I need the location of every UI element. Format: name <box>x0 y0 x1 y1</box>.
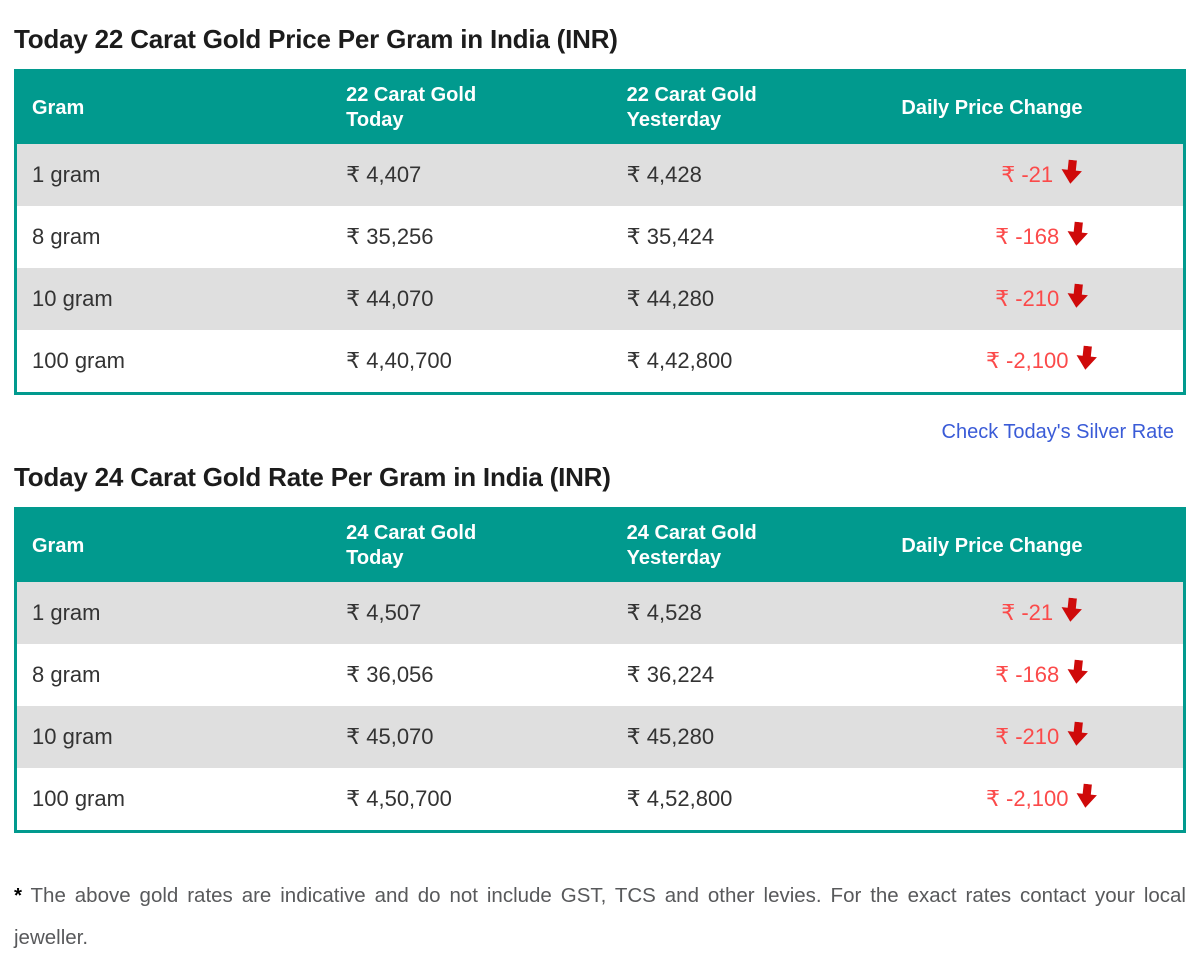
gold22-table: Gram 22 Carat Gold Today 22 Carat Gold Y… <box>14 69 1186 395</box>
section-24-carat: Today 24 Carat Gold Rate Per Gram in Ind… <box>14 462 1186 833</box>
today-price-cell: ₹ 45,070 <box>331 706 612 768</box>
gold24-title: Today 24 Carat Gold Rate Per Gram in Ind… <box>14 462 611 492</box>
yesterday-price-cell: ₹ 4,42,800 <box>611 330 887 394</box>
gold22-title: Today 22 Carat Gold Price Per Gram in In… <box>14 24 618 54</box>
today-price-cell: ₹ 36,056 <box>331 644 612 706</box>
gram-cell: 10 gram <box>15 706 332 768</box>
gram-cell: 8 gram <box>15 644 332 706</box>
price-down-icon <box>1067 221 1089 246</box>
price-down-icon <box>1067 659 1089 684</box>
header-gram: Gram <box>15 508 332 582</box>
price-change-cell: ₹ -2,100 <box>886 768 1185 832</box>
today-price-cell: ₹ 35,256 <box>331 206 612 268</box>
header-22-yesterday: 22 Carat Gold Yesterday <box>611 70 887 144</box>
note-asterisk: * <box>14 884 22 907</box>
yesterday-price-cell: ₹ 36,224 <box>611 644 887 706</box>
header-gram: Gram <box>15 70 332 144</box>
price-change-cell: ₹ -2,100 <box>886 330 1185 394</box>
section-22-carat: Today 22 Carat Gold Price Per Gram in In… <box>14 24 1186 395</box>
yesterday-price-cell: ₹ 45,280 <box>611 706 887 768</box>
price-change-cell: ₹ -210 <box>886 706 1185 768</box>
yesterday-price-cell: ₹ 44,280 <box>611 268 887 330</box>
price-down-icon <box>1061 597 1083 622</box>
table-row: 8 gram ₹ 35,256 ₹ 35,424 ₹ -168 <box>15 206 1185 268</box>
today-price-cell: ₹ 44,070 <box>331 268 612 330</box>
table-row: 1 gram ₹ 4,507 ₹ 4,528 ₹ -21 <box>15 582 1185 644</box>
price-down-icon <box>1067 721 1089 746</box>
header-24-today: 24 Carat Gold Today <box>331 508 612 582</box>
gram-cell: 10 gram <box>15 268 332 330</box>
gram-cell: 8 gram <box>15 206 332 268</box>
price-change-cell: ₹ -168 <box>886 644 1185 706</box>
price-change-cell: ₹ -21 <box>886 144 1185 206</box>
gram-cell: 100 gram <box>15 768 332 832</box>
table-row: 8 gram ₹ 36,056 ₹ 36,224 ₹ -168 <box>15 644 1185 706</box>
today-price-cell: ₹ 4,50,700 <box>331 768 612 832</box>
silver-rate-link[interactable]: Check Today's Silver Rate <box>941 421 1174 443</box>
table-row: 10 gram ₹ 44,070 ₹ 44,280 ₹ -210 <box>15 268 1185 330</box>
today-price-cell: ₹ 4,407 <box>331 144 612 206</box>
price-change-cell: ₹ -21 <box>886 582 1185 644</box>
price-change-cell: ₹ -210 <box>886 268 1185 330</box>
table-row: 100 gram ₹ 4,40,700 ₹ 4,42,800 ₹ -2,100 <box>15 330 1185 394</box>
disclaimer-note: * The above gold rates are indicative an… <box>14 875 1186 959</box>
price-down-icon <box>1077 345 1098 370</box>
price-down-icon <box>1061 159 1083 184</box>
header-daily-price-change: Daily Price Change <box>886 508 1185 582</box>
note-text: The above gold rates are indicative and … <box>14 884 1186 950</box>
yesterday-price-cell: ₹ 4,428 <box>611 144 887 206</box>
gram-cell: 1 gram <box>15 582 332 644</box>
today-price-cell: ₹ 4,507 <box>331 582 612 644</box>
silver-link-row: Check Today's Silver Rate <box>14 395 1186 444</box>
yesterday-price-cell: ₹ 35,424 <box>611 206 887 268</box>
price-down-icon <box>1077 783 1098 808</box>
header-22-today: 22 Carat Gold Today <box>331 70 612 144</box>
yesterday-price-cell: ₹ 4,528 <box>611 582 887 644</box>
today-price-cell: ₹ 4,40,700 <box>331 330 612 394</box>
header-daily-price-change: Daily Price Change <box>886 70 1185 144</box>
table-row: 10 gram ₹ 45,070 ₹ 45,280 ₹ -210 <box>15 706 1185 768</box>
price-change-cell: ₹ -168 <box>886 206 1185 268</box>
gold24-table: Gram 24 Carat Gold Today 24 Carat Gold Y… <box>14 507 1186 833</box>
gold22-header-row: Gram 22 Carat Gold Today 22 Carat Gold Y… <box>15 70 1185 144</box>
gold24-header-row: Gram 24 Carat Gold Today 24 Carat Gold Y… <box>15 508 1185 582</box>
price-down-icon <box>1067 283 1089 308</box>
table-row: 100 gram ₹ 4,50,700 ₹ 4,52,800 ₹ -2,100 <box>15 768 1185 832</box>
header-24-yesterday: 24 Carat Gold Yesterday <box>611 508 887 582</box>
gram-cell: 100 gram <box>15 330 332 394</box>
gram-cell: 1 gram <box>15 144 332 206</box>
yesterday-price-cell: ₹ 4,52,800 <box>611 768 887 832</box>
table-row: 1 gram ₹ 4,407 ₹ 4,428 ₹ -21 <box>15 144 1185 206</box>
